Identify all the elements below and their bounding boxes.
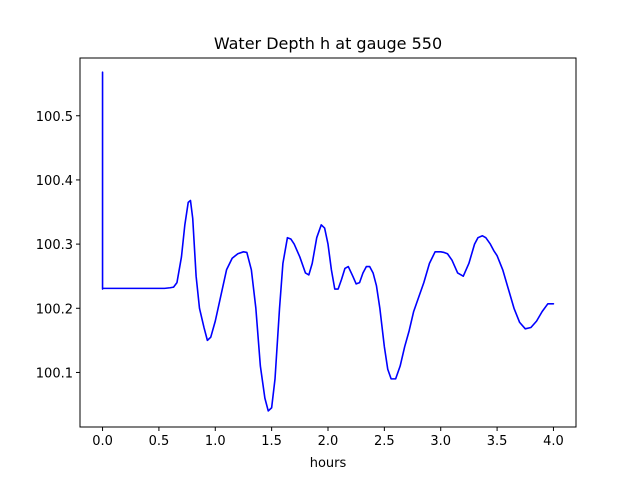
y-tick-label: 100.1 — [36, 366, 73, 381]
x-tick-label: 1.0 — [205, 434, 226, 449]
x-tick-label: 0.0 — [92, 434, 113, 449]
y-tick-label: 100.2 — [36, 302, 73, 317]
x-axis: 0.0 0.5 1.0 1.5 2.0 2.5 3.0 3.5 4.0 — [92, 427, 564, 449]
x-tick-label: 2.0 — [318, 434, 339, 449]
x-tick-label: 4.0 — [543, 434, 564, 449]
series-layer — [101, 71, 555, 412]
y-axis: 100.1 100.2 100.3 100.4 100.5 — [36, 110, 80, 381]
x-tick-label: 3.0 — [430, 434, 451, 449]
x-tick-label: 1.5 — [261, 434, 282, 449]
y-tick-label: 100.4 — [36, 174, 73, 189]
chart-title: Water Depth h at gauge 550 — [214, 34, 442, 53]
y-tick-label: 100.5 — [36, 110, 73, 125]
x-tick-label: 2.5 — [374, 434, 395, 449]
series-line — [101, 71, 555, 412]
x-tick-label: 0.5 — [149, 434, 170, 449]
x-axis-label: hours — [310, 456, 347, 471]
y-tick-label: 100.3 — [36, 238, 73, 253]
x-tick-label: 3.5 — [487, 434, 508, 449]
